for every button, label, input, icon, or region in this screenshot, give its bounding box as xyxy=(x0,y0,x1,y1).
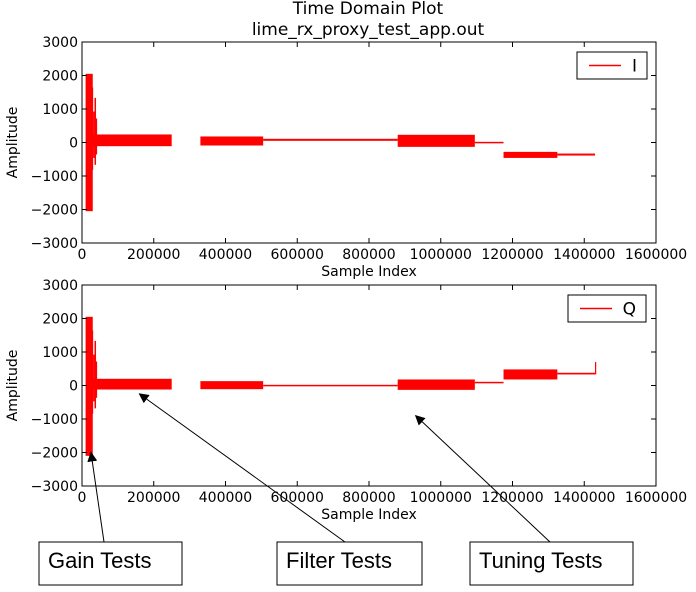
x-tick-label: 1600000 xyxy=(625,490,687,506)
x-tick-label: 200000 xyxy=(127,490,180,506)
annotation-label: Gain Tests xyxy=(48,548,152,573)
annotation-box xyxy=(469,541,634,586)
x-tick-label: 0 xyxy=(78,490,87,506)
series-i-burst xyxy=(90,87,98,170)
x-axis-label: Sample Index xyxy=(321,264,416,280)
legend-label: Q xyxy=(623,300,636,320)
y-tick-label: −1000 xyxy=(31,169,78,185)
series-i-segment-0 xyxy=(85,73,93,212)
figure-title: Time Domain Plot xyxy=(292,0,444,19)
x-axis-label: Sample Index xyxy=(321,507,416,523)
x-tick-label: 1600000 xyxy=(625,247,687,263)
series-q-segment-6 xyxy=(503,369,558,380)
x-tick-label: 400000 xyxy=(199,490,252,506)
figure-subtitle: lime_rx_proxy_test_app.out xyxy=(252,20,485,40)
y-axis-label: Amplitude xyxy=(5,350,21,422)
y-tick-label: −3000 xyxy=(31,479,78,495)
x-tick-label: 800000 xyxy=(342,247,395,263)
series-q-burst xyxy=(90,330,98,414)
series-i-segment-4 xyxy=(397,134,475,147)
series-i-segment-7 xyxy=(557,153,596,156)
y-axis-label: Amplitude xyxy=(5,107,21,179)
y-tick-label: −3000 xyxy=(31,236,78,252)
annotation-gain-tests: Gain Tests xyxy=(38,451,183,586)
series-i-segment-2 xyxy=(200,136,264,146)
x-tick-label: 1400000 xyxy=(553,247,615,263)
series-q-segment-3 xyxy=(263,384,398,387)
annotation-box xyxy=(38,541,183,586)
y-tick-label: 2000 xyxy=(42,69,78,85)
annotation-arrow xyxy=(138,393,346,543)
annotation-arrow xyxy=(414,414,551,543)
y-tick-label: 2000 xyxy=(42,312,78,328)
y-tick-label: −2000 xyxy=(31,203,78,219)
plot-i: 0 200000 400000 600000 800000 1000000 1200000 1… xyxy=(5,35,687,280)
y-tick-label: 1000 xyxy=(42,345,78,361)
x-tick-label: 600000 xyxy=(271,247,324,263)
annotation-filter-tests: Filter Tests xyxy=(138,393,423,586)
x-tick-label: 1200000 xyxy=(481,247,543,263)
legend-label: I xyxy=(632,57,637,77)
annotation-label: Filter Tests xyxy=(286,548,392,573)
y-tick-label: 3000 xyxy=(42,35,78,51)
annotation-box xyxy=(276,541,423,586)
x-tick-label: 200000 xyxy=(127,247,180,263)
series-q-segment-0 xyxy=(85,316,93,456)
y-tick-label: 0 xyxy=(69,136,78,152)
plot-q: 0 200000 400000 600000 800000 1000000 1200000 1… xyxy=(5,278,687,523)
series-i xyxy=(85,73,596,212)
series-q-segment-1 xyxy=(92,378,172,390)
x-tick-label: 1000000 xyxy=(410,490,472,506)
series-q-segment-4 xyxy=(397,379,475,390)
x-tick-label: 600000 xyxy=(271,490,324,506)
series-i-segment-3 xyxy=(263,138,398,141)
series-q xyxy=(85,316,597,456)
series-q-segment-7 xyxy=(557,372,596,375)
annotation-arrow xyxy=(87,451,105,543)
annotations: Gain Tests Filter Tests Tuning Tests xyxy=(38,393,634,586)
y-tick-label: 1000 xyxy=(42,102,78,118)
annotation-label: Tuning Tests xyxy=(479,548,603,573)
series-i-segment-1 xyxy=(92,134,172,147)
x-tick-label: 0 xyxy=(78,247,87,263)
y-tick-label: −1000 xyxy=(31,412,78,428)
annotation-tuning-tests: Tuning Tests xyxy=(414,414,634,586)
legend: Q xyxy=(567,294,647,323)
x-tick-label: 800000 xyxy=(342,490,395,506)
series-i-segment-6 xyxy=(503,151,558,158)
y-tick-label: −2000 xyxy=(31,446,78,462)
series-q-segment-8 xyxy=(595,362,597,375)
series-q-segment-2 xyxy=(200,381,264,390)
x-tick-label: 1000000 xyxy=(410,247,472,263)
legend: I xyxy=(576,51,648,80)
x-tick-label: 1400000 xyxy=(553,490,615,506)
y-tick-label: 0 xyxy=(69,379,78,395)
series-q-segment-5 xyxy=(474,381,504,384)
y-tick-label: 3000 xyxy=(42,278,78,294)
series-i-segment-5 xyxy=(474,141,504,144)
x-tick-label: 1200000 xyxy=(481,490,543,506)
x-tick-label: 400000 xyxy=(199,247,252,263)
